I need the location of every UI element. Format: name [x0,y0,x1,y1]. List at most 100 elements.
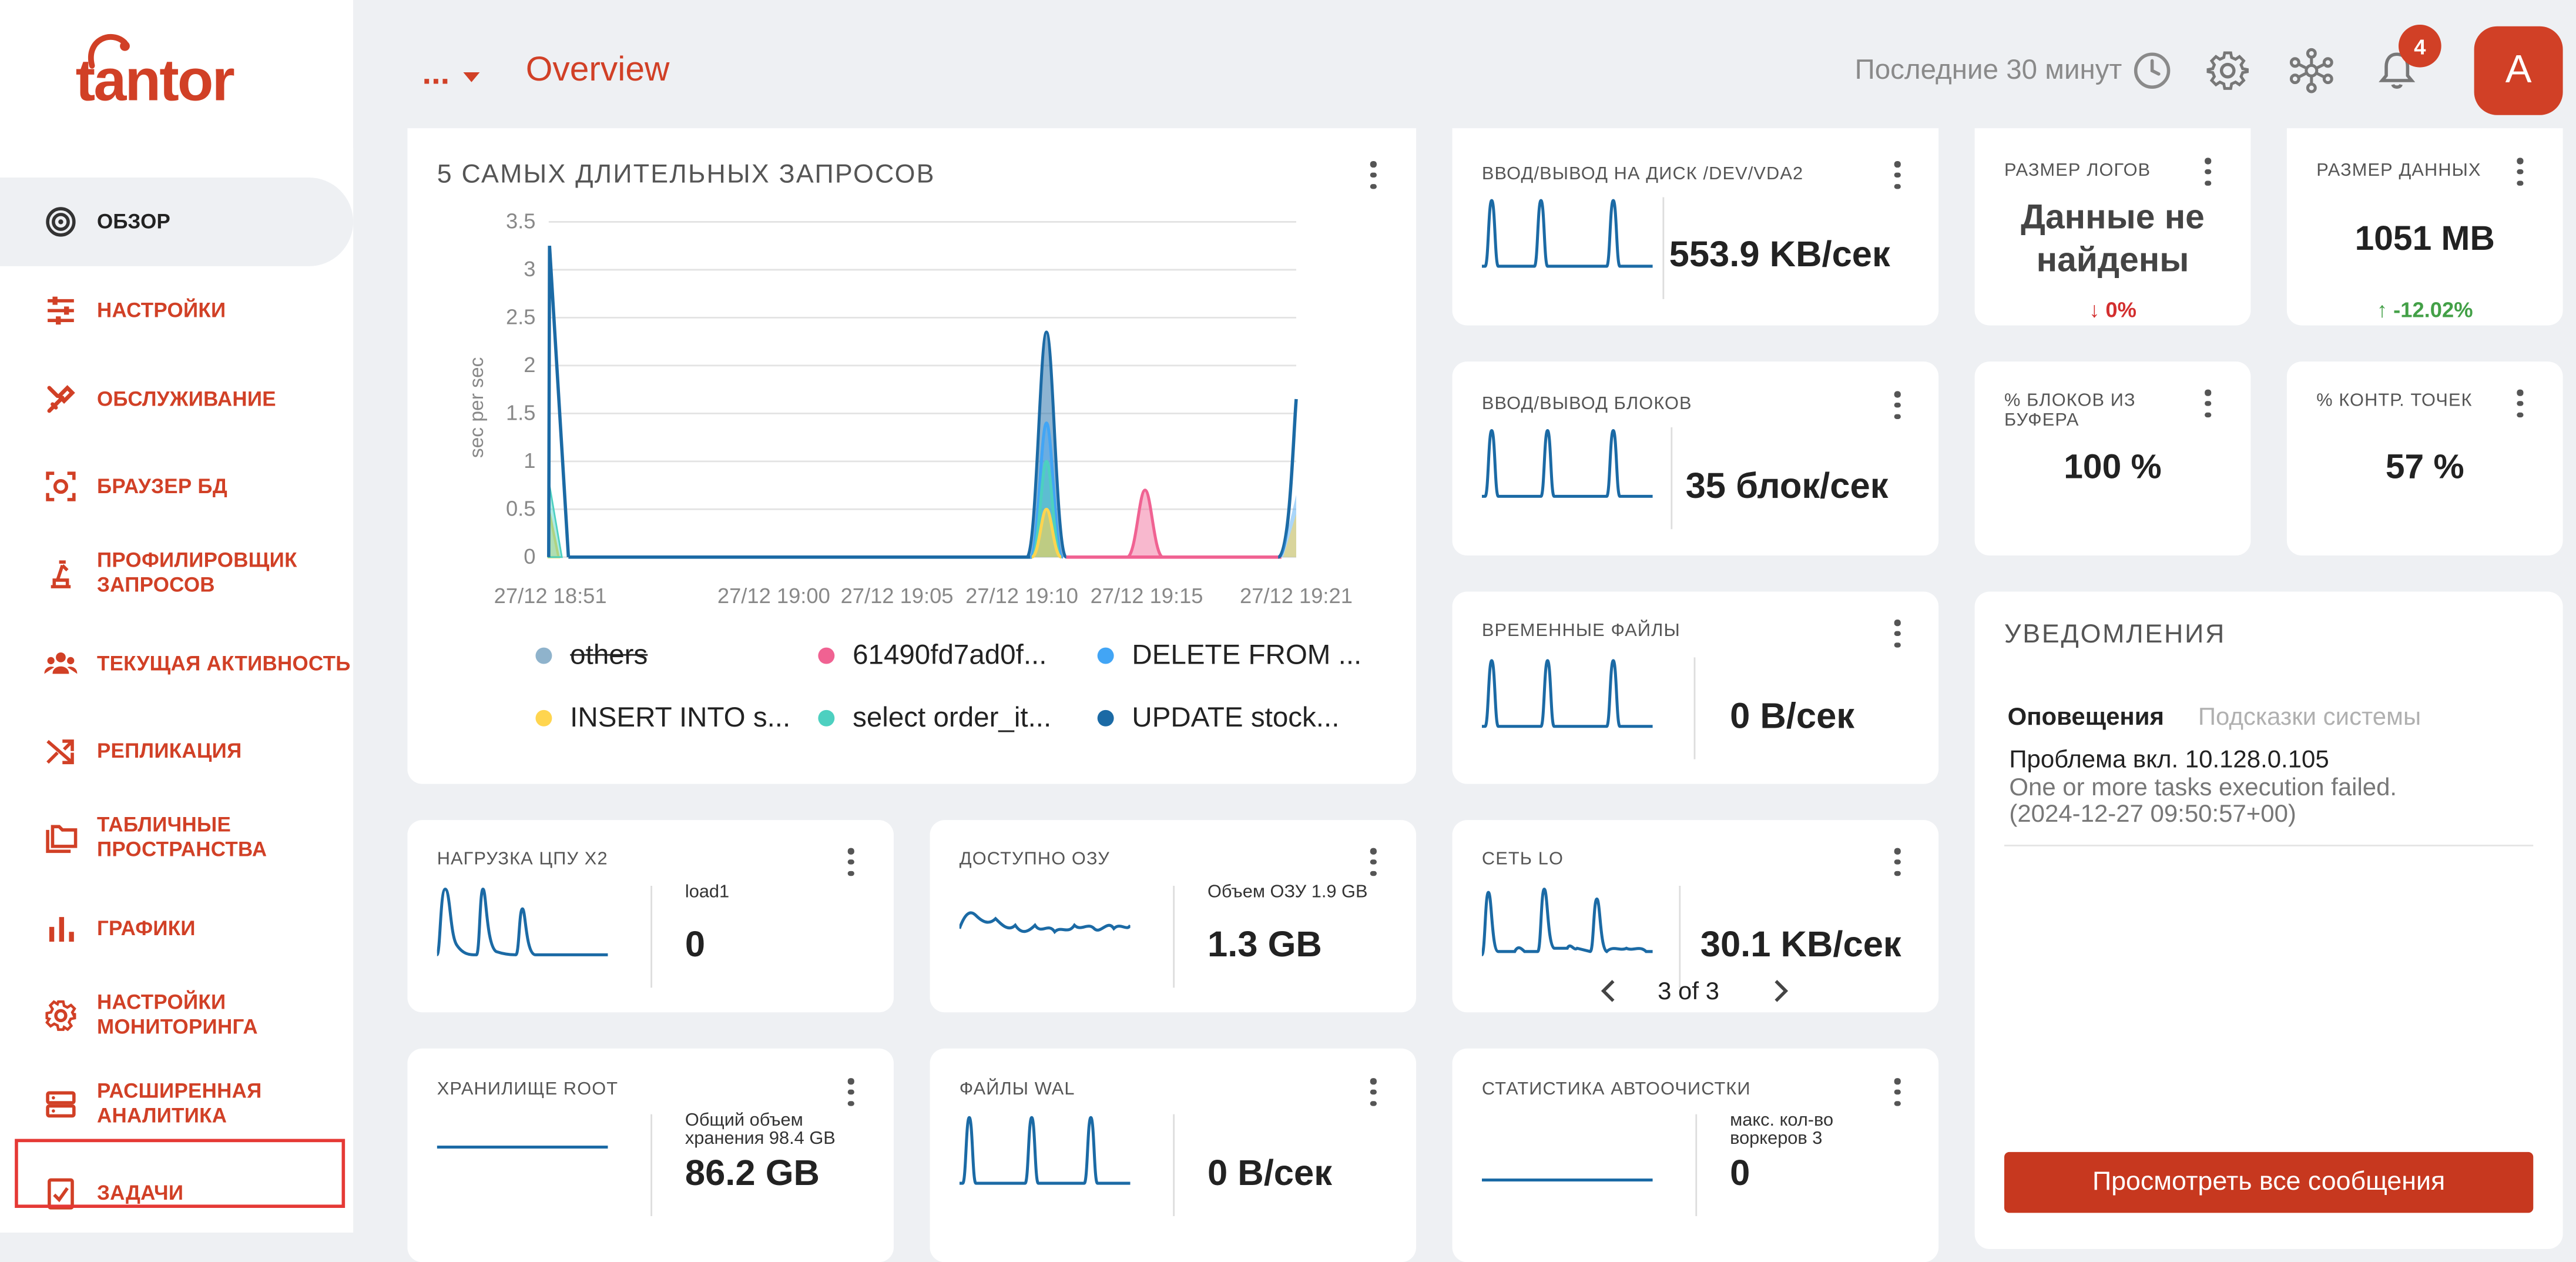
sidebar-item-10[interactable]: РАСШИРЕННАЯ АНАЛИТИКА [0,1080,353,1127]
avatar-letter: A [2505,48,2532,92]
network-value: 30.1 KB/сек [1700,923,1901,965]
more-menu-icon[interactable] [2517,158,2523,187]
x-tick-label: 27/12 18:51 [494,584,607,608]
legend-item[interactable]: 61490fd7ad0f... [818,640,1046,672]
y-tick-label: 2.5 [506,305,536,329]
more-menu-icon[interactable] [2517,389,2523,419]
legend-label: DELETE FROM ... [1132,639,1362,671]
divider [1693,657,1696,759]
sidebar-item-2[interactable]: ОБСЛУЖИВАНИЕ [0,383,353,416]
more-menu-icon[interactable] [1894,620,1901,649]
data-size-value: 1051 MB [2354,220,2495,258]
bar-chart-icon [49,917,74,942]
more-menu-icon[interactable] [1894,1078,1901,1107]
sparkline-path [1481,659,1653,728]
autovacuum-title: СТАТИСТИКА АВТООЧИСТКИ [1481,1079,1751,1100]
user-avatar[interactable]: A [2474,26,2563,115]
tools-icon [47,385,75,413]
logs-size-card: РАЗМЕР ЛОГОВ Данные не найдены ↓ 0% [1974,128,2251,326]
block-io-value: 35 блок/сек [1685,465,1889,507]
more-menu-icon[interactable] [847,1078,854,1107]
logs-size-value: Данные не найдены [2021,199,2205,280]
more-menu-icon[interactable] [847,848,854,878]
gear-icon [45,1000,76,1032]
legend-item[interactable]: select order_it... [818,702,1051,735]
cpu-load-label: load1 [685,882,730,902]
sidebar-item-8[interactable]: ГРАФИКИ [0,912,353,945]
block-io-title: ВВОД/ВЫВОД БЛОКОВ [1481,394,1692,414]
divider [1679,885,1681,988]
page-title: Overview [525,51,670,89]
time-range-selector[interactable]: Последние 30 минут [1855,51,2172,91]
sidebar-item-7[interactable]: ТАБЛИЧНЫЕ ПРОСТРАНСТВА [0,814,353,861]
buffer-hit-value: 100 % [2064,448,2162,487]
network-card: СЕТЬ LO 30.1 KB/сек 3 of 3 [1452,820,1939,1013]
gear-icon[interactable] [2206,49,2249,92]
legend-item[interactable]: others [535,640,648,672]
series-insert-spike [1031,507,1062,559]
x-tick-label: 27/12 19:00 [717,584,830,608]
chevron-left-icon[interactable] [1597,978,1620,1005]
more-menu-icon[interactable] [2205,158,2211,187]
y-tick-label: 1.5 [506,401,536,425]
sidebar-item-label: НАСТРОЙКИ МОНИТОРИНГА [96,990,258,1039]
more-menu-icon[interactable] [2205,389,2211,419]
notifications-panel: УВЕДОМЛЕНИЯ Оповещения Подсказки системы… [1974,591,2563,1249]
sidebar-item-11[interactable]: ЗАДАЧИ [0,1139,353,1210]
cluster-icon[interactable] [2289,48,2334,93]
more-menu-icon[interactable] [1370,848,1377,878]
breadcrumb-menu[interactable]: ... [422,56,483,93]
tab-system-hints[interactable]: Подсказки системы [2198,703,2421,732]
legend-item[interactable]: DELETE FROM ... [1097,639,1362,672]
sparkline-path [1481,429,1653,498]
divider [650,885,652,988]
ram-card: ДОСТУПНО ОЗУ Объем ОЗУ 1.9 GB 1.3 GB [930,820,1417,1013]
sidebar-item-9[interactable]: НАСТРОЙКИ МОНИТОРИНГА [0,991,353,1039]
storage-title: ХРАНИЛИЩЕ ROOT [437,1079,619,1100]
sidebar-item-0[interactable]: ОБЗОР [0,205,353,238]
series-insert-tail [1283,514,1296,557]
ram-value: 1.3 GB [1207,923,1322,965]
buffer-hit-title: % БЛОКОВ ИЗ БУФЕРА [2004,391,2136,431]
top-queries-chart: 3.5 3 2.5 2 1.5 1 0.5 0 sec per sec 27/12 18:51 27… [466,209,1353,608]
legend-item[interactable]: UPDATE stock... [1097,702,1339,735]
y-tick-label: 2 [524,353,535,377]
buffer-hit-card: % БЛОКОВ ИЗ БУФЕРА 100 % [1974,361,2251,556]
divider [650,1114,652,1216]
sidebar-item-4[interactable]: ПРОФИЛИРОВЩИК ЗАПРОСОВ [0,549,353,597]
legend-swatch [818,647,835,664]
sidebar-item-label: ПРОФИЛИРОВЩИК ЗАПРОСОВ [96,548,297,597]
block-io-sparkline [1481,429,1653,498]
sidebar-item-label: ТЕКУЩАЯ АКТИВНОСТЬ [96,652,351,676]
legend-label: INSERT INTO s... [570,701,791,733]
sidebar-item-3[interactable]: БРАУЗЕР БД [0,470,353,503]
sidebar-item-5[interactable]: ТЕКУЩАЯ АКТИВНОСТЬ [0,648,353,681]
legend-item[interactable]: INSERT INTO s... [535,702,790,735]
more-menu-icon[interactable] [1370,1078,1377,1107]
notification-item[interactable]: Проблема вкл. 10.128.0.105 One or more t… [2004,746,2534,846]
series-update-line [547,246,571,557]
more-menu-icon[interactable] [1894,160,1901,190]
network-sparkline [1481,888,1653,956]
sidebar-item-1[interactable]: НАСТРОЙКИ [0,294,353,327]
x-tick-label: 27/12 19:05 [841,584,954,608]
sidebar-item-6[interactable]: РЕПЛИКАЦИЯ [0,735,353,768]
pager-label: 3 of 3 [1658,978,1719,1006]
disk-io-title: ВВОД/ВЫВОД НА ДИСК /DEV/VDA2 [1481,164,1804,185]
logo-text: tantor [75,46,235,113]
tab-alerts[interactable]: Оповещения [2007,703,2165,732]
more-menu-icon[interactable] [1894,391,1901,420]
top-bar: ... Overview Последние 30 минут 4 A [353,0,2576,148]
breadcrumb-ellipsis: ... [422,56,450,92]
chevron-right-icon[interactable] [1769,978,1792,1005]
logo[interactable]: tantor [75,29,273,113]
more-menu-icon[interactable] [1370,160,1377,190]
wal-files-card: ФАЙЛЫ WAL 0 B/сек [930,1048,1417,1262]
more-menu-icon[interactable] [1894,848,1901,878]
sidebar-item-label: ОБЗОР [96,210,171,234]
view-all-messages-button[interactable]: Просмотреть все сообщения [2004,1151,2534,1213]
highlight-frame [15,1139,346,1208]
divider [1173,1114,1175,1216]
network-title: СЕТЬ LO [1481,849,1564,870]
shuffle-icon [46,739,74,765]
